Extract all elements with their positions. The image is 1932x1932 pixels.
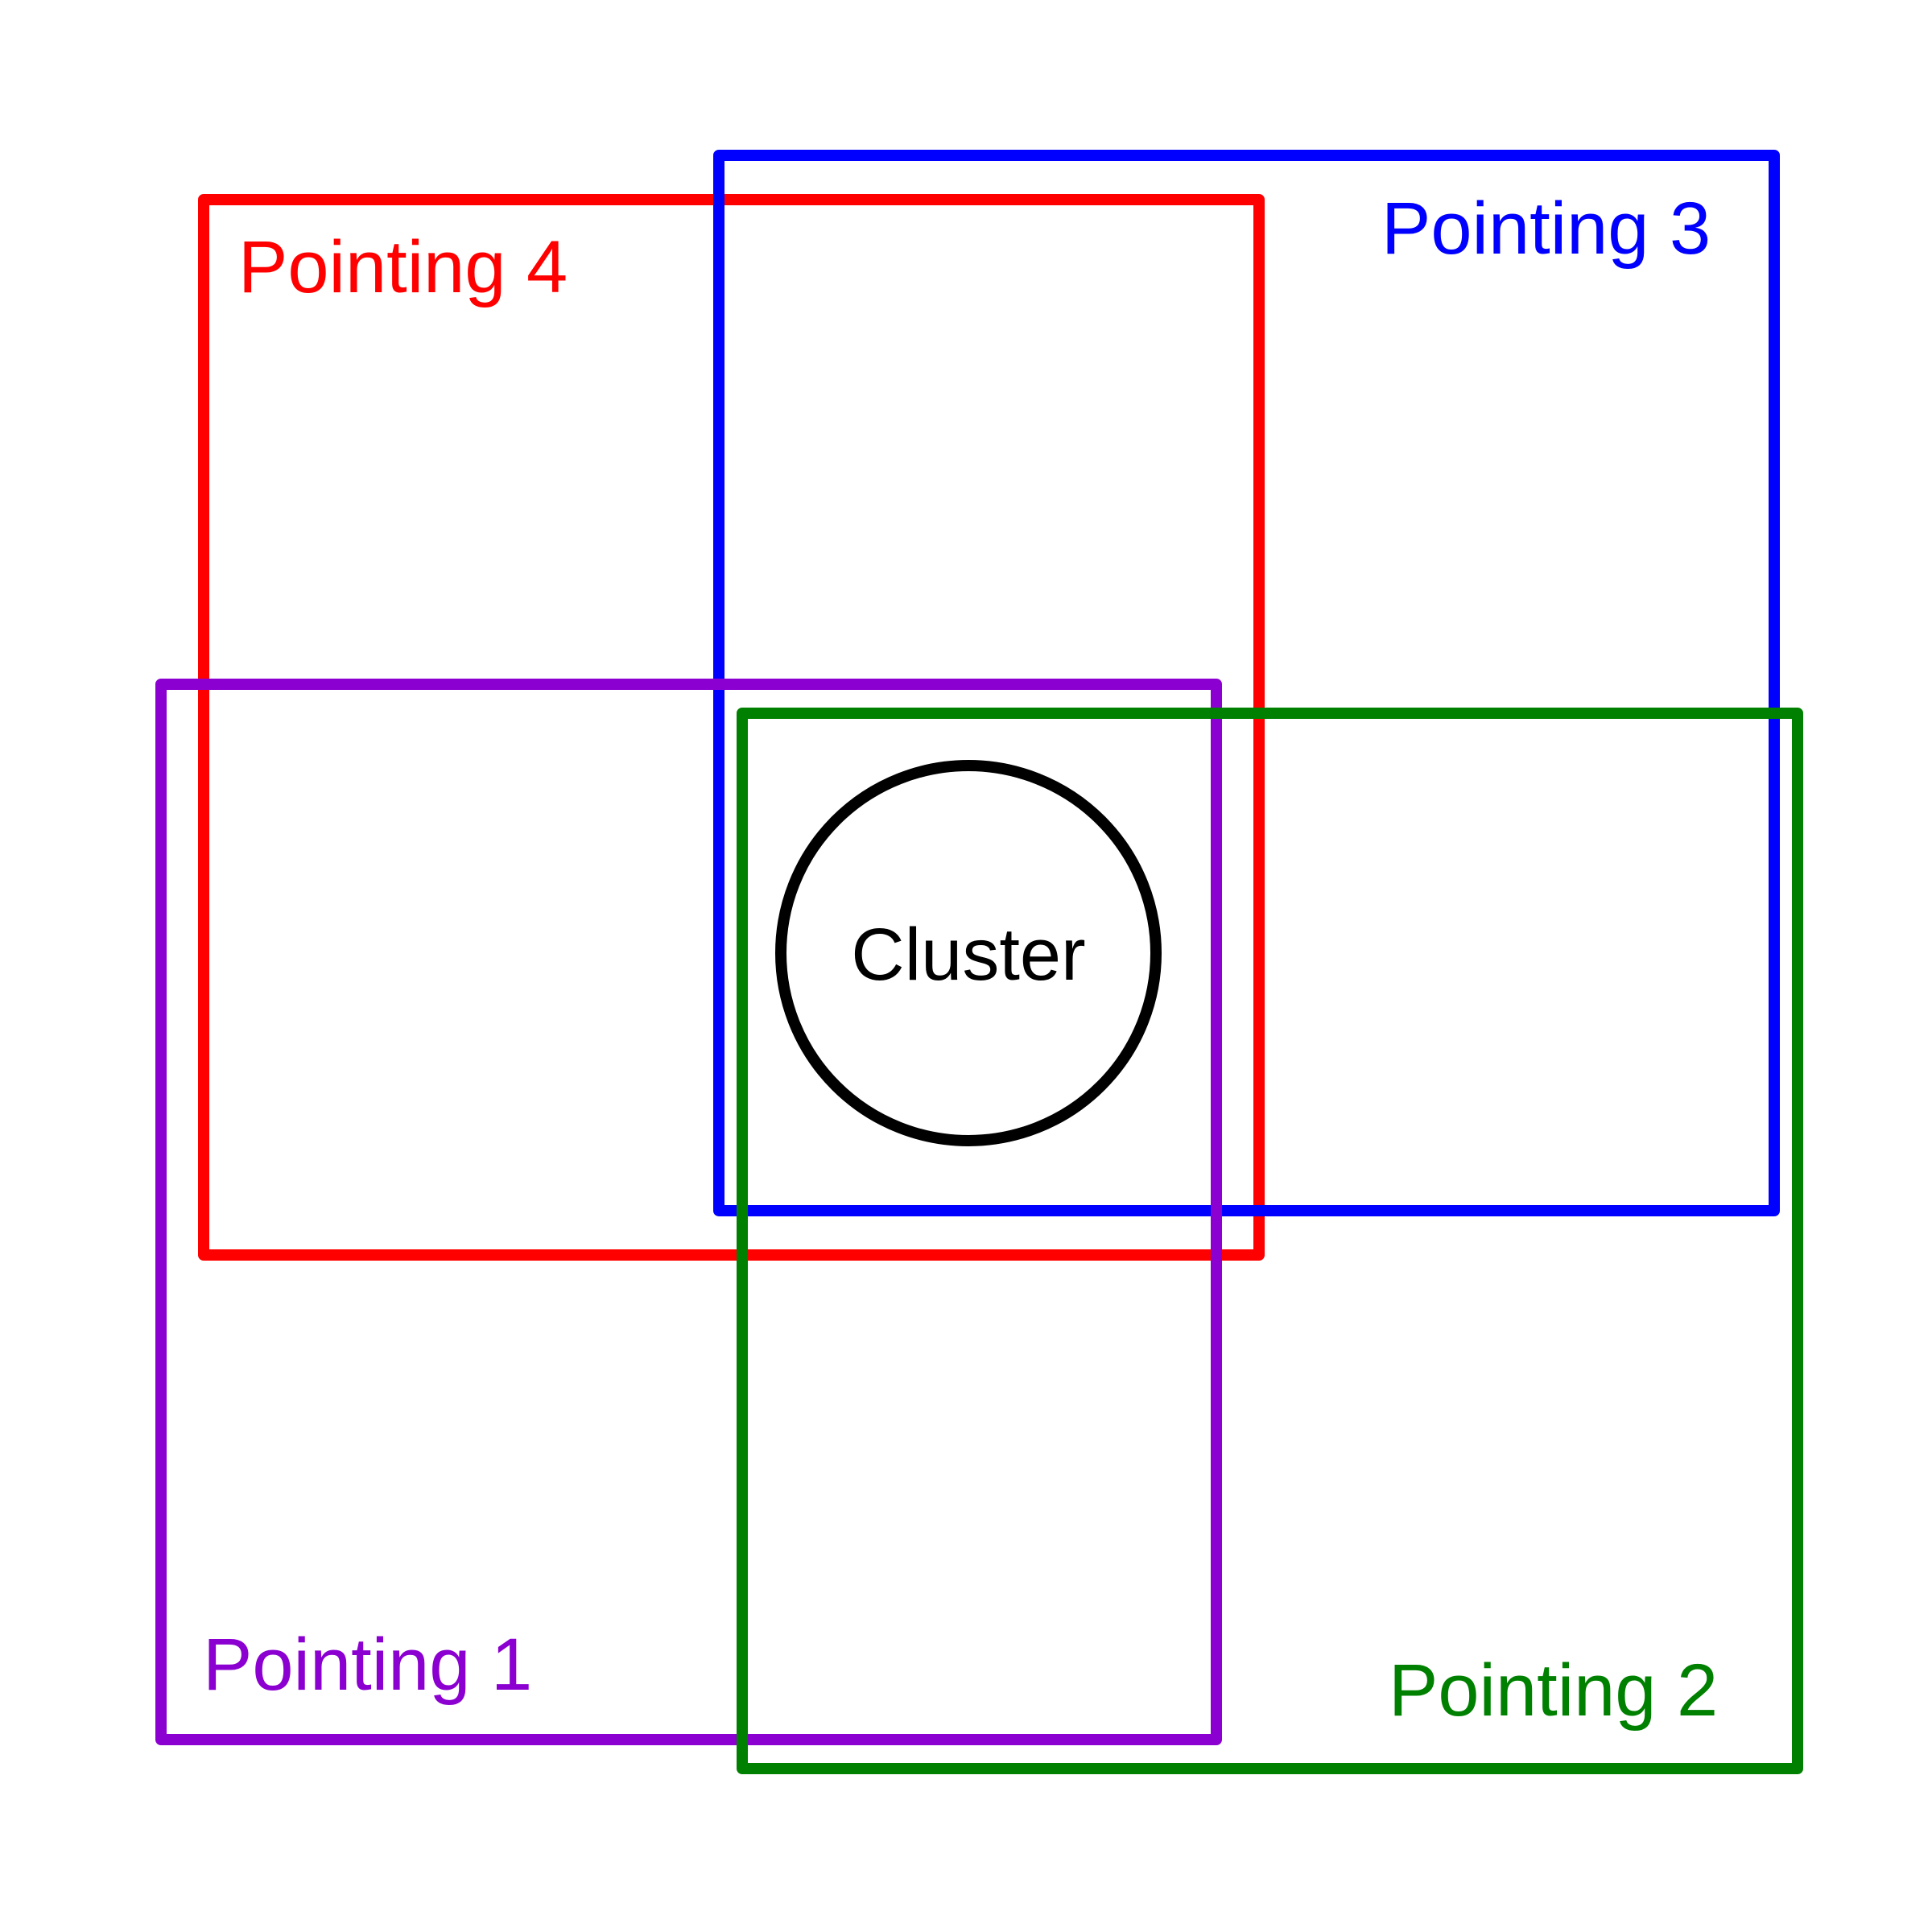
pointing-4-box	[198, 194, 1265, 1261]
pointing-4-label: Pointing 4	[238, 226, 568, 308]
cluster-label: Cluster	[851, 914, 1085, 996]
pointing-1-box	[155, 679, 1222, 1745]
pointing-2-box	[737, 708, 1803, 1774]
cluster-circle	[775, 760, 1162, 1146]
pointing-3-label: Pointing 3	[1381, 188, 1711, 270]
pointing-1-label: Pointing 1	[203, 1624, 532, 1706]
pointing-2-label: Pointing 2	[1389, 1649, 1718, 1732]
